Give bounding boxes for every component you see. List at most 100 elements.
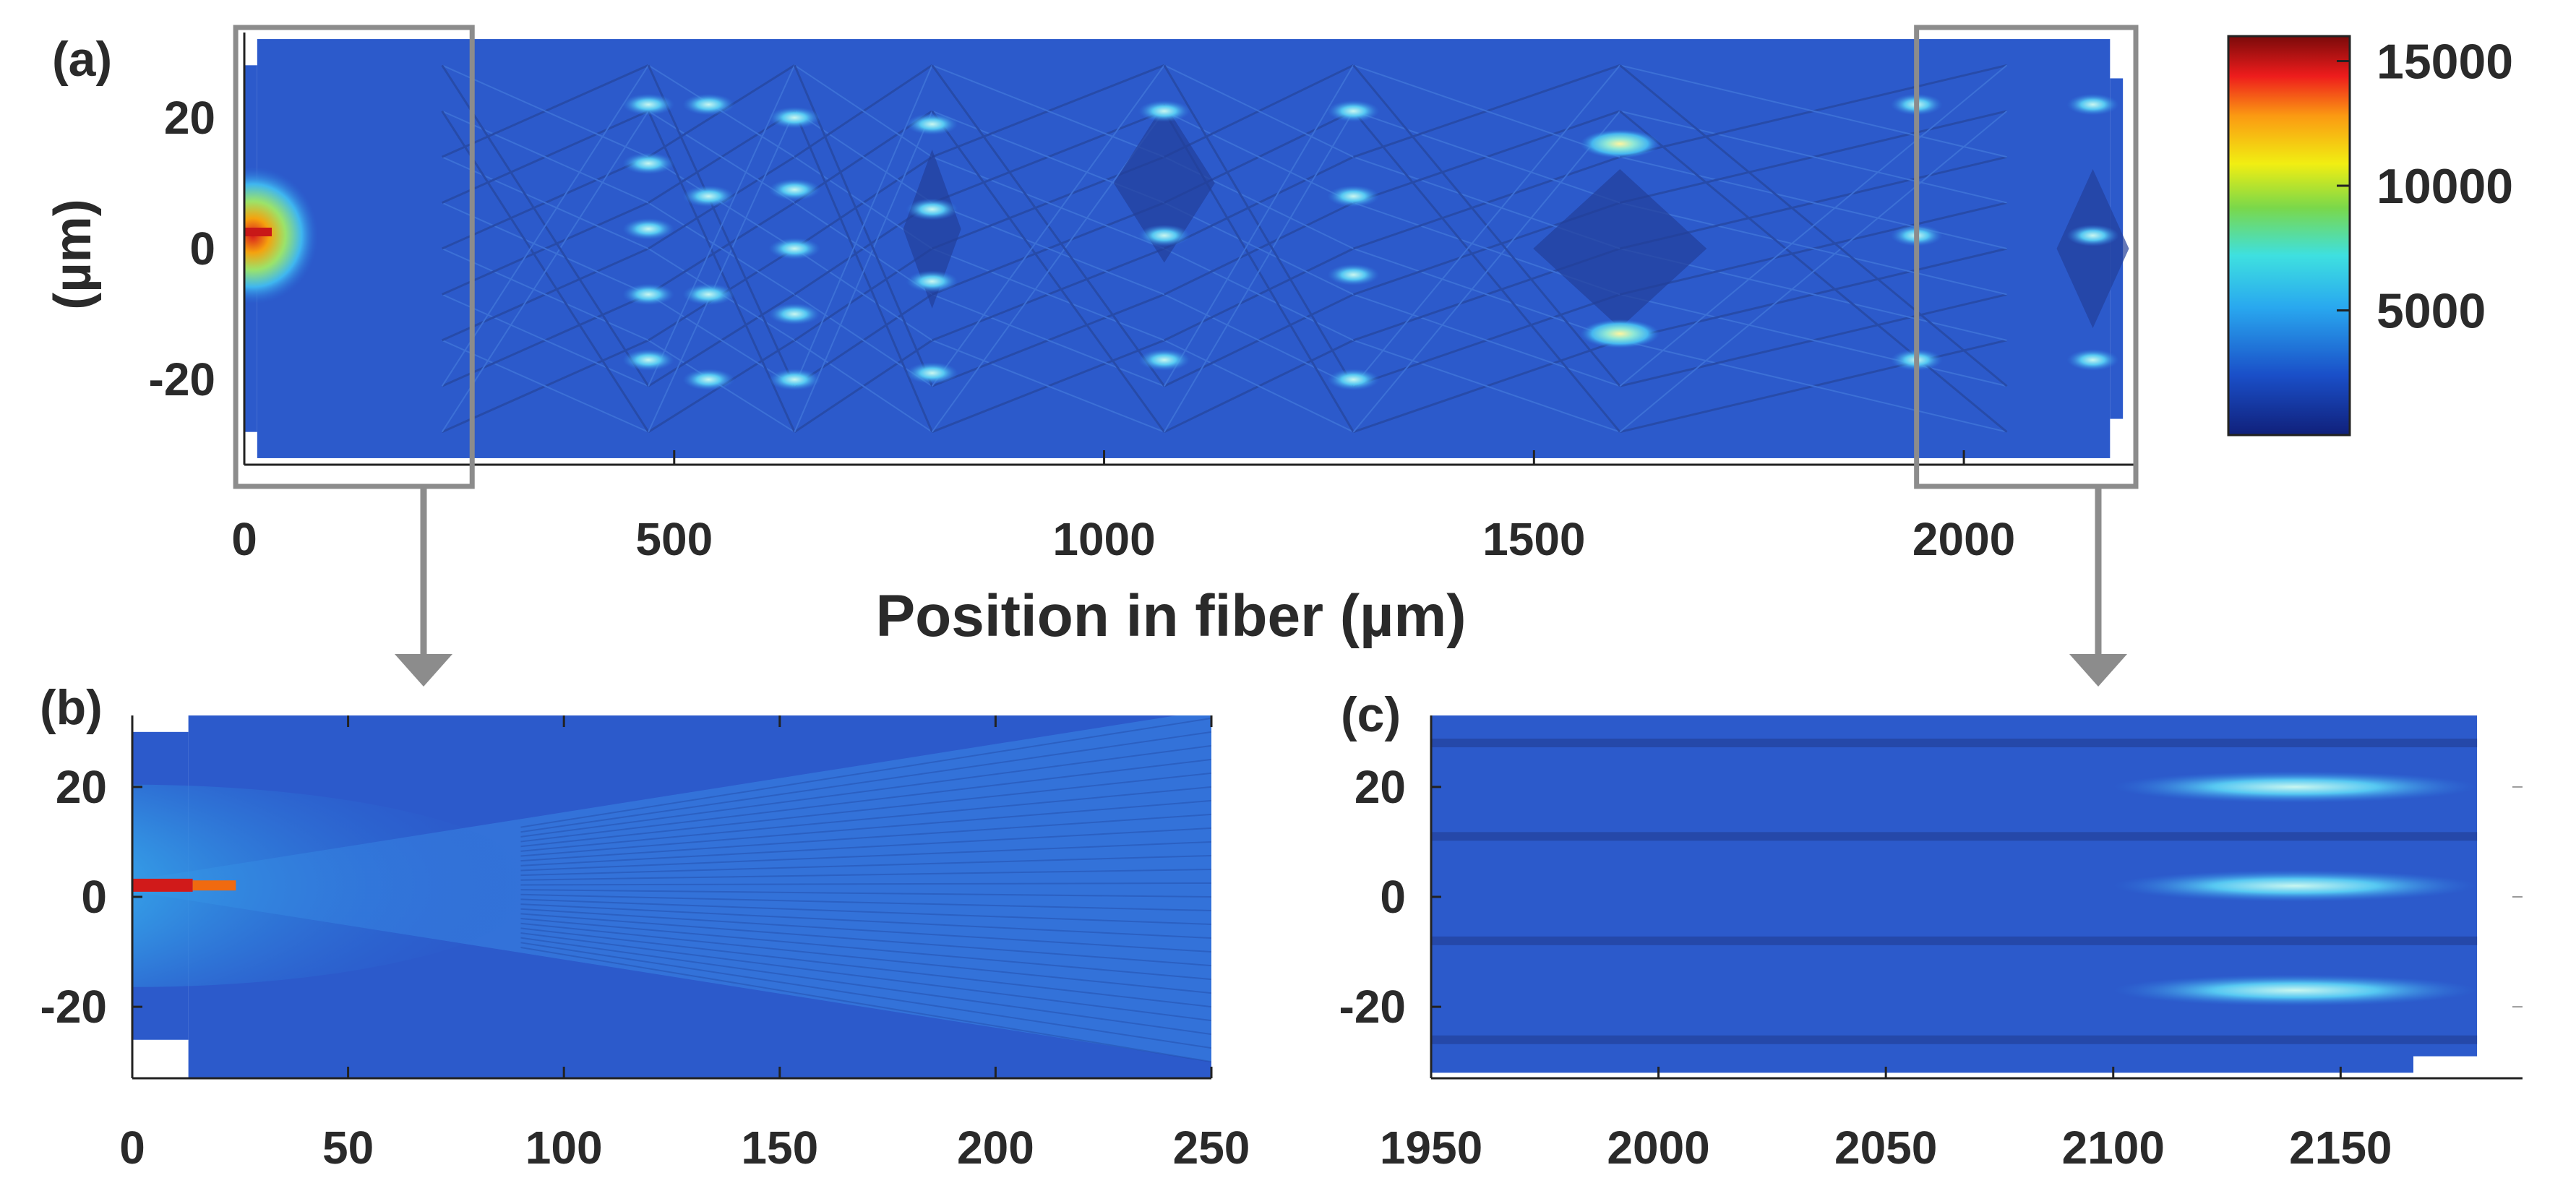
- panel-b-label: (b): [40, 680, 103, 735]
- fringe-line: [520, 882, 1211, 886]
- panel-c-y-tick-label: 0: [1380, 871, 1406, 923]
- fringe-line: [520, 731, 1211, 833]
- fringe-line: [520, 799, 1211, 857]
- interference-line: [794, 64, 933, 158]
- interference-line: [1620, 293, 2007, 387]
- zoom-arrow-head: [2069, 654, 2127, 687]
- interference-line: [932, 64, 1165, 158]
- panel-c-y-tick-label: -20: [1339, 981, 1407, 1033]
- panel-b-fiber: [132, 715, 1211, 1078]
- fringe-line: [520, 840, 1211, 872]
- fringe-line: [520, 889, 1211, 898]
- panel-a-x-tick-label: 2000: [1912, 513, 2015, 565]
- interference-line: [1164, 202, 1354, 296]
- interference-line: [932, 293, 1165, 387]
- panel-c-axes: 1950 2000 2050 2100 2150 20 0 -20: [1339, 715, 2523, 1174]
- interference-line: [794, 110, 933, 204]
- fringe-line: [520, 717, 1211, 828]
- zoom-boxes: [233, 25, 2139, 687]
- interference-line: [794, 64, 933, 387]
- fringe-line: [520, 908, 1211, 953]
- mode-streak: [2113, 974, 2478, 1007]
- interference-line: [1352, 64, 1621, 387]
- panel-a-fiber: [244, 39, 2129, 458]
- interference-line: [932, 202, 1165, 296]
- interference-line: [1620, 202, 2007, 296]
- panel-a-x-tick-label: 500: [635, 513, 713, 565]
- panel-a-x-tick-label: 0: [231, 513, 257, 565]
- intensity-maximum: [2066, 224, 2119, 246]
- dark-node: [2056, 169, 2129, 328]
- fringe-line: [520, 913, 1211, 967]
- fringe-line: [520, 868, 1211, 881]
- panel-b-x-tick-label: 150: [741, 1122, 818, 1174]
- panel-a-x-tick-label: 1000: [1052, 513, 1155, 565]
- intensity-maximum: [906, 362, 958, 384]
- interference-line: [1164, 248, 1354, 341]
- interference-line: [1620, 110, 2007, 204]
- beam-cone: [132, 715, 1211, 1062]
- colorbar-tick-label: 10000: [2377, 159, 2513, 214]
- fringe-line: [520, 927, 1211, 1008]
- beam-glow: [132, 784, 537, 987]
- input-source-tail: [192, 880, 236, 891]
- interference-line: [932, 339, 1165, 433]
- panel-a-y-tick-label: 0: [189, 223, 215, 275]
- interference-line: [441, 64, 649, 387]
- zoom-box: [1914, 25, 2139, 489]
- interference-line: [1353, 64, 1620, 158]
- intensity-maximum: [682, 369, 735, 391]
- panel-c-fiber: [1431, 715, 2478, 1073]
- interference-line: [1164, 339, 1354, 433]
- intensity-maximum: [1138, 349, 1190, 371]
- interference-line: [932, 248, 1165, 341]
- intensity-maximum: [768, 303, 821, 325]
- intensity-maximum: [682, 283, 735, 306]
- interference-line: [441, 111, 649, 433]
- intensity-maximum: [906, 270, 958, 293]
- dark-channels: [1431, 739, 2478, 1044]
- intensity-maximum: [1580, 319, 1660, 348]
- interference-line: [1164, 110, 1354, 204]
- fringe-line: [520, 903, 1211, 940]
- interference-line: [442, 339, 649, 433]
- interference-line: [1353, 248, 1620, 341]
- intensity-maximum: [1327, 369, 1380, 391]
- intensity-maximum: [622, 283, 675, 306]
- intensity-maximum: [622, 93, 675, 116]
- zoom-box: [233, 25, 475, 489]
- intensity-maximum: [622, 349, 675, 371]
- panel-a-x-axis-label: Position in fiber (µm): [875, 583, 1466, 649]
- fringe-line: [520, 898, 1211, 926]
- panel-b-x-tick-label: 100: [525, 1122, 603, 1174]
- panel-b-heatmap: [132, 715, 1211, 1078]
- panel-c-heatmap: [1431, 715, 2478, 1073]
- fringe-line: [520, 942, 1211, 1049]
- interference-line: [932, 156, 1165, 249]
- intensity-maximum: [682, 93, 735, 116]
- interference-line: [1352, 111, 1621, 433]
- intensity-maximum: [906, 113, 958, 135]
- dark-channel: [1431, 832, 2478, 841]
- intensity-maximum: [622, 218, 675, 240]
- zoom-arrow-head: [395, 654, 452, 687]
- interference-line: [1163, 111, 1354, 433]
- intensity-maximum: [622, 152, 675, 175]
- colorbar-tick-label: 5000: [2377, 284, 2486, 339]
- interference-line: [794, 248, 933, 341]
- panel-c-x-tick-label: 2000: [1607, 1122, 1709, 1174]
- interference-line: [648, 293, 795, 387]
- intensity-maximum: [1327, 185, 1380, 207]
- fringe-line: [520, 786, 1211, 852]
- colorbar-tick-label: 15000: [2377, 35, 2513, 90]
- fringe-line: [520, 932, 1211, 1022]
- dark-channel: [1431, 739, 2478, 748]
- panel-b-x-tick-label: 50: [322, 1122, 374, 1174]
- fringe-line: [520, 827, 1211, 867]
- dark-channel: [1431, 1035, 2478, 1044]
- interference-line: [1164, 64, 1354, 158]
- intensity-maximum: [1580, 129, 1660, 159]
- intensity-maximum: [682, 185, 735, 207]
